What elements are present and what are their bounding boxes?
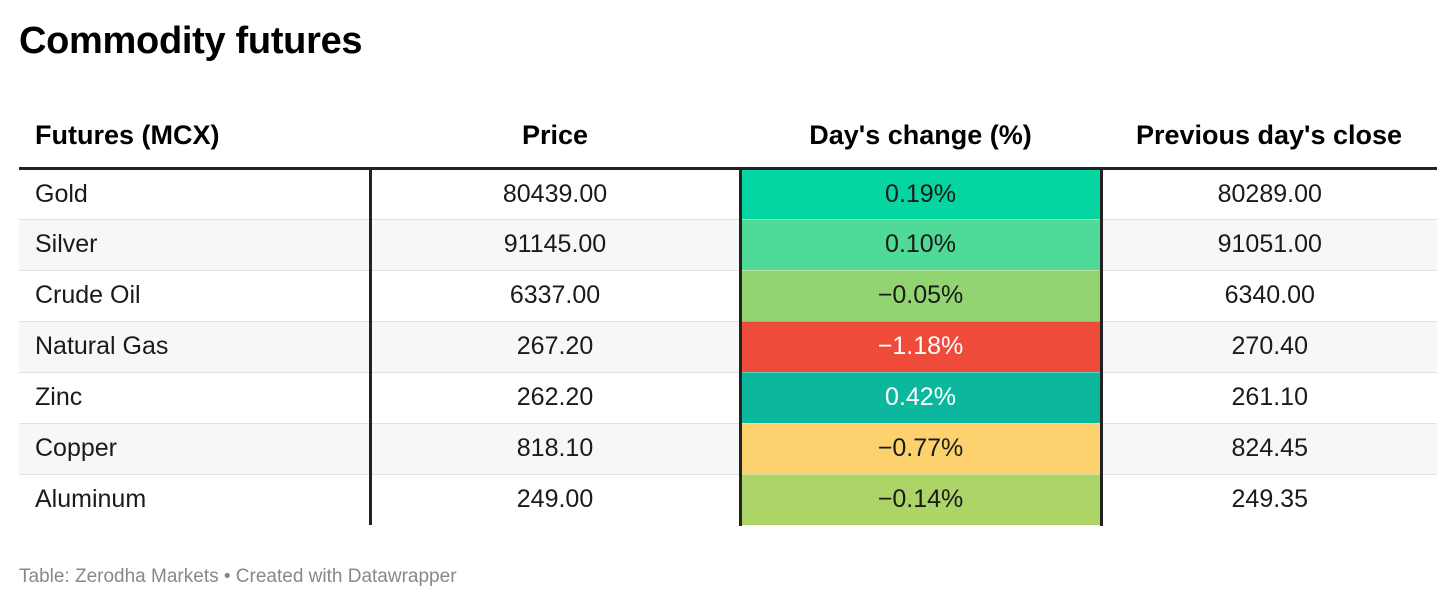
cell-price: 6337.00	[370, 270, 740, 322]
cell-previous-close: 80289.00	[1101, 168, 1437, 220]
table-row: Gold 80439.00 0.19% 80289.00	[19, 168, 1437, 220]
cell-futures-name: Natural Gas	[19, 321, 372, 373]
source-note: Table: Zerodha Markets • Created with Da…	[19, 566, 457, 587]
cell-price: 80439.00	[370, 168, 740, 220]
chart-title: Commodity futures	[19, 20, 363, 62]
cell-days-change: −0.14%	[738, 474, 1103, 526]
cell-days-change: −1.18%	[738, 321, 1103, 373]
cell-price: 818.10	[370, 423, 740, 475]
table-row: Aluminum 249.00 −0.14% 249.35	[19, 474, 1437, 526]
cell-days-change: 0.19%	[738, 168, 1103, 220]
cell-previous-close: 824.45	[1101, 423, 1437, 475]
column-header-previous-close[interactable]: Previous day's close	[1101, 104, 1437, 170]
cell-days-change: −0.77%	[738, 423, 1103, 475]
column-header-futures[interactable]: Futures (MCX)	[19, 104, 370, 170]
cell-futures-name: Silver	[19, 219, 372, 271]
cell-previous-close: 91051.00	[1101, 219, 1437, 271]
cell-futures-name: Crude Oil	[19, 270, 372, 322]
table-row: Natural Gas 267.20 −1.18% 270.40	[19, 321, 1437, 373]
cell-days-change: 0.10%	[738, 219, 1103, 271]
cell-futures-name: Gold	[19, 168, 372, 220]
cell-previous-close: 6340.00	[1101, 270, 1437, 322]
cell-price: 91145.00	[370, 219, 740, 271]
cell-previous-close: 270.40	[1101, 321, 1437, 373]
column-header-price[interactable]: Price	[370, 104, 740, 170]
commodity-table: Futures (MCX) Price Day's change (%) Pre…	[19, 104, 1437, 526]
cell-previous-close: 249.35	[1231, 485, 1308, 514]
table-row: Silver 91145.00 0.10% 91051.00	[19, 219, 1437, 271]
cell-futures-name: Zinc	[19, 372, 372, 424]
table-row: Copper 818.10 −0.77% 824.45	[19, 423, 1437, 475]
cell-price: 267.20	[370, 321, 740, 373]
cell-futures-name: Copper	[19, 423, 372, 475]
cell-previous-close: 261.10	[1101, 372, 1437, 424]
cell-days-change: 0.42%	[738, 372, 1103, 424]
cell-price: 262.20	[370, 372, 740, 424]
cell-futures-name: Aluminum	[19, 474, 372, 525]
cell-days-change: −0.05%	[738, 270, 1103, 322]
table-header-row: Futures (MCX) Price Day's change (%) Pre…	[19, 104, 1437, 170]
table-row: Crude Oil 6337.00 −0.05% 6340.00	[19, 270, 1437, 322]
column-header-days-change[interactable]: Day's change (%)	[740, 104, 1101, 170]
table-row: Zinc 262.20 0.42% 261.10	[19, 372, 1437, 424]
cell-price: 249.00	[516, 485, 594, 514]
